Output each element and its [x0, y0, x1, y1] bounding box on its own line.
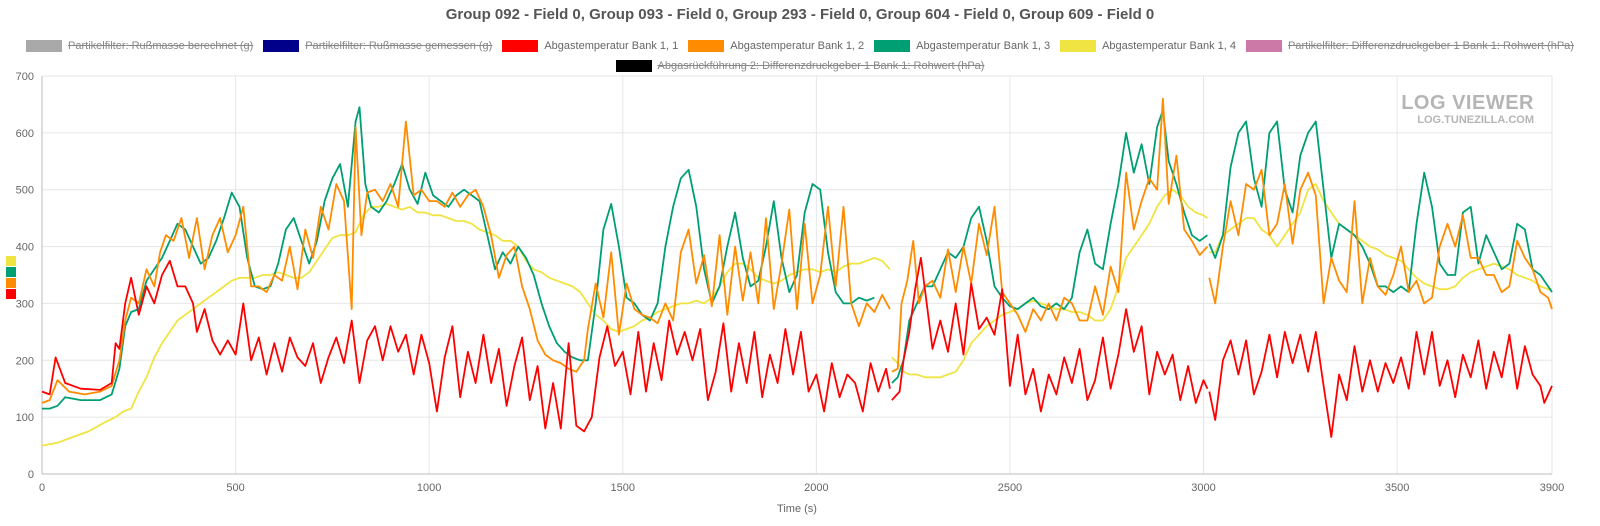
legend-swatch [615, 60, 652, 72]
y-tick-label: 600 [16, 128, 34, 140]
x-tick-label: 3900 [1540, 482, 1564, 494]
legend-row-1: Partikelfilter: Rußmasse berechnet (g) P… [0, 36, 1600, 56]
x-tick-label: 1000 [417, 482, 441, 494]
legend-item-abgastemperatur-4[interactable]: Abgastemperatur Bank 1, 4 [1060, 40, 1236, 52]
x-tick-label: 0 [39, 482, 45, 494]
x-tick-label: 1500 [611, 482, 635, 494]
legend: Partikelfilter: Rußmasse berechnet (g) P… [0, 36, 1600, 76]
legend-item-differenzdruckgeber[interactable]: Partikelfilter: Differenzdruckgeber 1 Ba… [1246, 40, 1574, 52]
legend-item-russmasse-berechnet[interactable]: Partikelfilter: Rußmasse berechnet (g) [26, 40, 253, 52]
y-tick-label: 100 [16, 412, 34, 424]
legend-swatch [502, 40, 539, 52]
legend-item-russmasse-gemessen[interactable]: Partikelfilter: Rußmasse gemessen (g) [263, 40, 492, 52]
legend-swatch [1246, 40, 1283, 52]
x-tick-label: 3000 [1191, 482, 1215, 494]
y-tick-label: 700 [16, 71, 34, 83]
x-tick-label: 2000 [804, 482, 828, 494]
series-line [42, 106, 1553, 410]
legend-swatch [874, 40, 911, 52]
series-marker [6, 278, 16, 288]
x-tick-label: 3500 [1385, 482, 1409, 494]
legend-label: Abgasrückführung 2: Differenzdruckgeber … [657, 60, 985, 72]
series-line [41, 183, 1552, 447]
chart-title: Group 092 - Field 0, Group 093 - Field 0… [445, 6, 1155, 23]
series-value-markers [6, 256, 16, 300]
y-tick-label: 0 [28, 469, 34, 481]
x-tick-label: 2500 [998, 482, 1022, 494]
series-marker [6, 289, 16, 299]
series-marker [6, 256, 16, 266]
legend-swatch [1060, 40, 1097, 52]
series-marker [6, 267, 16, 277]
legend-swatch [688, 40, 725, 52]
legend-label: Abgastemperatur Bank 1, 1 [544, 40, 679, 52]
legend-label: Partikelfilter: Differenzdruckgeber 1 Ba… [1288, 40, 1574, 52]
legend-item-abgastemperatur-1[interactable]: Abgastemperatur Bank 1, 1 [502, 40, 678, 52]
series-line [41, 257, 1553, 438]
legend-swatch [26, 40, 63, 52]
watermark-url: LOG.TUNEZILLA.COM [1417, 114, 1534, 126]
x-tick-label: 500 [226, 482, 244, 494]
legend-item-abgastemperatur-3[interactable]: Abgastemperatur Bank 1, 3 [874, 40, 1050, 52]
legend-label: Partikelfilter: Rußmasse berechnet (g) [68, 40, 254, 52]
y-tick-label: 500 [16, 185, 34, 197]
legend-label: Abgastemperatur Bank 1, 4 [1102, 40, 1237, 52]
legend-row-2: Abgasrückführung 2: Differenzdruckgeber … [0, 56, 1600, 76]
y-tick-label: 400 [16, 242, 34, 254]
watermark: LOG VIEWER LOG.TUNEZILLA.COM [1401, 92, 1534, 126]
legend-label: Abgastemperatur Bank 1, 2 [730, 40, 865, 52]
watermark-title: LOG VIEWER [1401, 92, 1534, 114]
legend-swatch [263, 40, 300, 52]
legend-item-abgasrueckfuehrung[interactable]: Abgasrückführung 2: Differenzdruckgeber … [615, 60, 985, 72]
legend-label: Abgastemperatur Bank 1, 3 [916, 40, 1051, 52]
legend-item-abgastemperatur-2[interactable]: Abgastemperatur Bank 1, 2 [688, 40, 864, 52]
y-tick-label: 300 [16, 298, 34, 310]
y-tick-label: 200 [16, 355, 34, 367]
series-line [41, 97, 1553, 404]
legend-label: Partikelfilter: Rußmasse gemessen (g) [305, 40, 493, 52]
x-axis-label: Time (s) [777, 503, 817, 515]
